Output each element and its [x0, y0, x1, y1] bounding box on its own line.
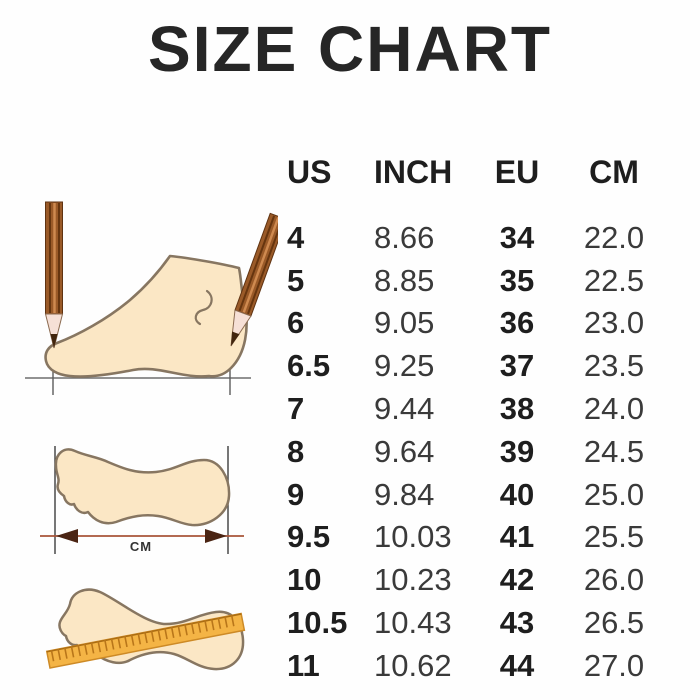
cm-size: 27.0 [583, 647, 645, 683]
cm-size: 23.5 [583, 348, 645, 384]
cm-size: 24.5 [583, 433, 645, 469]
us-size: 9.5 [287, 519, 331, 555]
eu-size: 39 [499, 433, 535, 469]
inch-size: 10.62 [374, 647, 452, 683]
us-size: 5 [287, 262, 305, 298]
table-row: 9.5 10.03 41 25.5 [287, 516, 668, 559]
us-size: 6 [287, 305, 305, 341]
cm-arrow-label: CM [130, 539, 152, 554]
inch-size: 8.66 [374, 219, 435, 255]
eu-size: 40 [499, 476, 535, 512]
eu-size: 37 [499, 348, 535, 384]
eu-size: 44 [499, 647, 535, 683]
table-row: 9 9.84 40 25.0 [287, 473, 668, 516]
us-size: 4 [287, 219, 305, 255]
table-header-row: US INCH EU CM [287, 150, 668, 194]
header-cm: CM [589, 154, 639, 190]
header-inch: INCH [374, 154, 453, 190]
eu-size: 34 [499, 219, 535, 255]
cm-size: 25.0 [583, 476, 645, 512]
table-row: 8 9.64 39 24.5 [287, 430, 668, 473]
foot-side-measure-illustration [25, 201, 278, 395]
table-row: 7 9.44 38 24.0 [287, 387, 668, 430]
footprint-icon [54, 448, 231, 527]
cm-size: 26.0 [583, 562, 645, 598]
table-row: 6 9.05 36 23.0 [287, 302, 668, 345]
us-size: 9 [287, 476, 305, 512]
eu-size: 43 [499, 605, 535, 641]
footprint-ruler-illustration [45, 588, 246, 671]
table-row: 10 10.23 42 26.0 [287, 558, 668, 601]
table-row: 6.5 9.25 37 23.5 [287, 344, 668, 387]
eu-size: 41 [499, 519, 535, 555]
cm-size: 22.0 [583, 219, 645, 255]
us-size: 10 [287, 562, 322, 598]
eu-size: 42 [499, 562, 535, 598]
inch-size: 10.43 [374, 605, 452, 641]
inch-size: 9.25 [374, 348, 435, 384]
size-conversion-table: US INCH EU CM 4 8.66 34 22.0 5 8.85 35 2… [287, 150, 668, 687]
inch-size: 9.64 [374, 433, 435, 469]
cm-size: 25.5 [583, 519, 645, 555]
header-eu: EU [494, 154, 540, 190]
us-size: 6.5 [287, 348, 331, 384]
ankle-crease-icon [194, 289, 213, 326]
arrowhead-left-icon [56, 529, 78, 543]
ruler-icon [45, 612, 246, 669]
table-row: 4 8.66 34 22.0 [287, 216, 668, 259]
page-title: SIZE CHART [148, 13, 552, 85]
inch-size: 9.05 [374, 305, 435, 341]
footprint-length-illustration: CM [40, 446, 244, 554]
eu-size: 36 [499, 305, 535, 341]
pencil-left-icon [44, 201, 64, 349]
cm-size: 26.5 [583, 605, 645, 641]
cm-size: 23.0 [583, 305, 645, 341]
cm-size: 22.5 [583, 262, 645, 298]
us-size: 10.5 [287, 605, 348, 641]
eu-size: 38 [499, 391, 535, 427]
inch-size: 10.23 [374, 562, 452, 598]
eu-size: 35 [499, 262, 535, 298]
cm-size: 24.0 [583, 391, 645, 427]
table-row: 10.5 10.43 43 26.5 [287, 601, 668, 644]
inch-size: 8.85 [374, 262, 435, 298]
inch-size: 9.84 [374, 476, 435, 512]
header-us: US [287, 154, 332, 190]
pencil-right-icon [230, 212, 278, 347]
us-size: 7 [287, 391, 305, 427]
table-row: 11 10.62 44 27.0 [287, 644, 668, 687]
inch-size: 10.03 [374, 519, 452, 555]
us-size: 11 [287, 647, 320, 683]
foot-side-icon [44, 254, 248, 378]
us-size: 8 [287, 433, 305, 469]
inch-size: 9.44 [374, 391, 435, 427]
arrowhead-right-icon [205, 529, 227, 543]
table-row: 5 8.85 35 22.5 [287, 259, 668, 302]
